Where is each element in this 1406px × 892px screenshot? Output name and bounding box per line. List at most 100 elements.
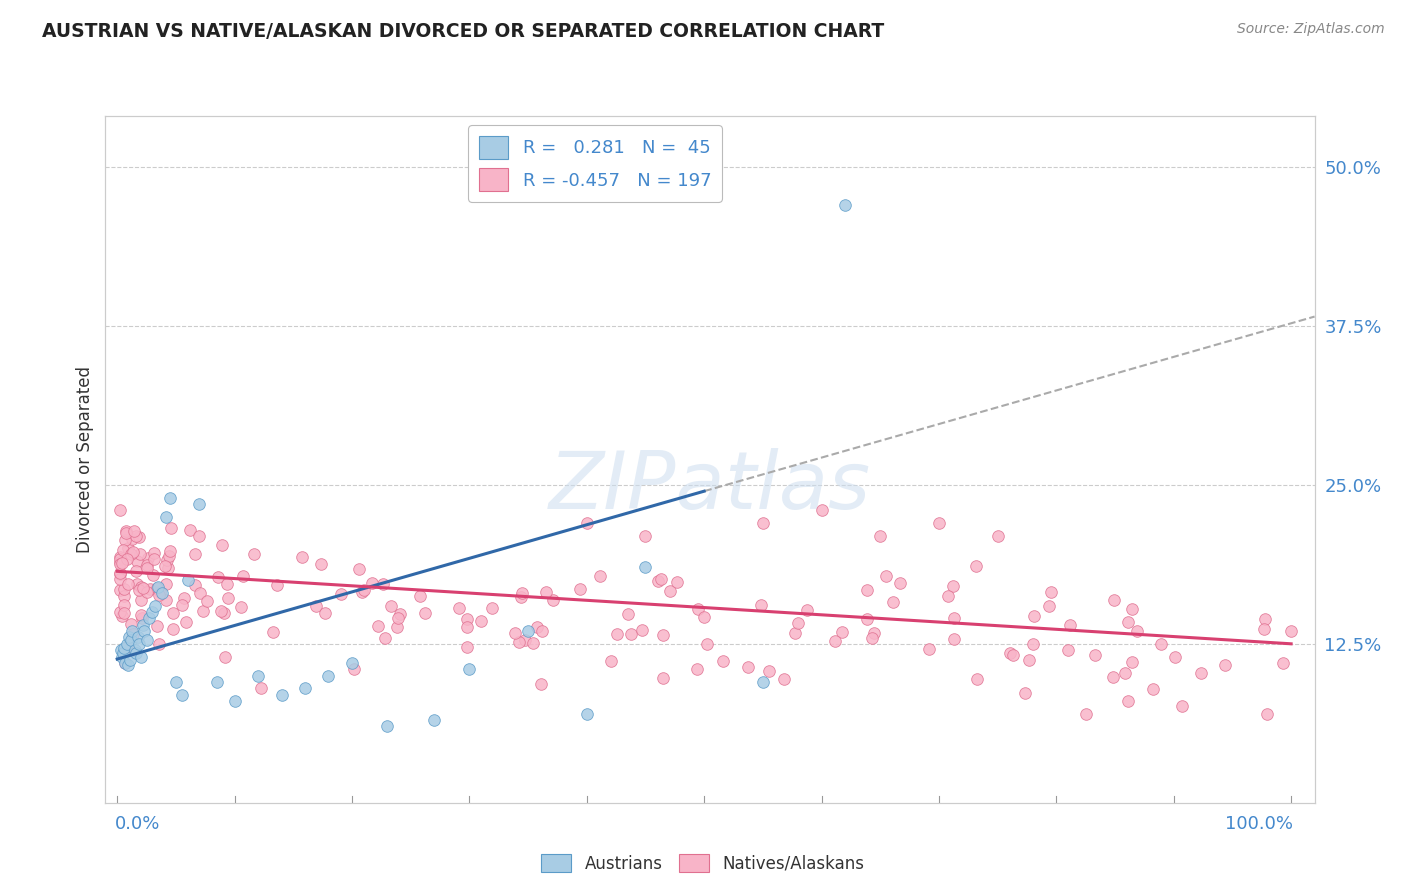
Text: Source: ZipAtlas.com: Source: ZipAtlas.com: [1237, 22, 1385, 37]
Point: [117, 551, 139, 566]
Text: 0.0%: 0.0%: [115, 815, 160, 833]
Point: [652, 671, 675, 685]
Point: [294, 681, 316, 696]
Point: [305, 599, 328, 613]
Point: [128, 637, 150, 651]
Point: [155, 592, 177, 607]
Point: [1272, 656, 1295, 670]
Point: [159, 521, 181, 535]
Point: [752, 516, 775, 530]
Point: [1114, 665, 1136, 680]
Point: [1142, 682, 1164, 697]
Point: [153, 559, 176, 574]
Point: [108, 583, 131, 598]
Point: [1018, 653, 1040, 667]
Point: [508, 635, 530, 649]
Point: [606, 626, 628, 640]
Text: AUSTRIAN VS NATIVE/ALASKAN DIVORCED OR SEPARATED CORRELATION CHART: AUSTRIAN VS NATIVE/ALASKAN DIVORCED OR S…: [42, 22, 884, 41]
Point: [117, 577, 139, 591]
Point: [617, 607, 640, 622]
Point: [965, 559, 987, 574]
Point: [121, 533, 143, 547]
Point: [266, 578, 288, 592]
Point: [129, 581, 152, 595]
Point: [118, 631, 141, 645]
Point: [108, 549, 131, 564]
Point: [423, 713, 446, 727]
Point: [155, 509, 177, 524]
Point: [108, 566, 131, 580]
Point: [413, 607, 436, 621]
Point: [132, 582, 155, 596]
Point: [1253, 622, 1275, 636]
Point: [1084, 648, 1107, 662]
Point: [600, 654, 623, 668]
Point: [173, 591, 195, 606]
Point: [174, 615, 197, 629]
Point: [652, 628, 675, 642]
Point: [875, 569, 897, 583]
Point: [575, 516, 598, 530]
Point: [141, 605, 163, 619]
Point: [170, 688, 193, 702]
Point: [882, 595, 904, 609]
Point: [522, 635, 544, 649]
Point: [150, 586, 173, 600]
Point: [688, 602, 710, 616]
Point: [855, 583, 877, 598]
Point: [347, 562, 370, 576]
Point: [129, 649, 152, 664]
Point: [1076, 706, 1098, 721]
Point: [117, 658, 139, 673]
Point: [127, 553, 149, 567]
Point: [928, 516, 950, 530]
Point: [139, 582, 162, 597]
Point: [318, 668, 340, 682]
Point: [115, 637, 138, 651]
Point: [165, 675, 187, 690]
Point: [117, 640, 139, 654]
Point: [112, 646, 135, 660]
Point: [374, 631, 396, 645]
Point: [114, 533, 136, 547]
Point: [217, 577, 239, 591]
Point: [124, 643, 146, 657]
Point: [209, 604, 232, 618]
Point: [162, 622, 184, 636]
Point: [1102, 593, 1125, 607]
Point: [111, 543, 134, 558]
Point: [148, 588, 170, 602]
Point: [530, 624, 553, 639]
Point: [111, 649, 134, 664]
Point: [125, 646, 148, 660]
Point: [115, 526, 138, 541]
Point: [142, 568, 165, 582]
Point: [758, 664, 780, 678]
Point: [148, 637, 170, 651]
Point: [367, 619, 389, 633]
Point: [114, 656, 136, 670]
Point: [120, 632, 142, 647]
Point: [211, 538, 233, 552]
Point: [634, 560, 657, 574]
Legend: Austrians, Natives/Alaskans: Austrians, Natives/Alaskans: [534, 847, 872, 880]
Point: [1116, 694, 1139, 708]
Point: [291, 549, 314, 564]
Point: [855, 612, 877, 626]
Point: [659, 584, 682, 599]
Point: [1001, 648, 1024, 662]
Point: [1038, 599, 1060, 613]
Point: [262, 624, 284, 639]
Point: [122, 524, 145, 539]
Point: [530, 677, 553, 691]
Point: [129, 607, 152, 622]
Point: [149, 585, 172, 599]
Point: [1022, 637, 1045, 651]
Point: [157, 549, 180, 563]
Point: [212, 606, 235, 620]
Point: [409, 589, 432, 603]
Point: [270, 688, 292, 702]
Point: [711, 654, 734, 668]
Point: [108, 555, 131, 569]
Point: [796, 603, 818, 617]
